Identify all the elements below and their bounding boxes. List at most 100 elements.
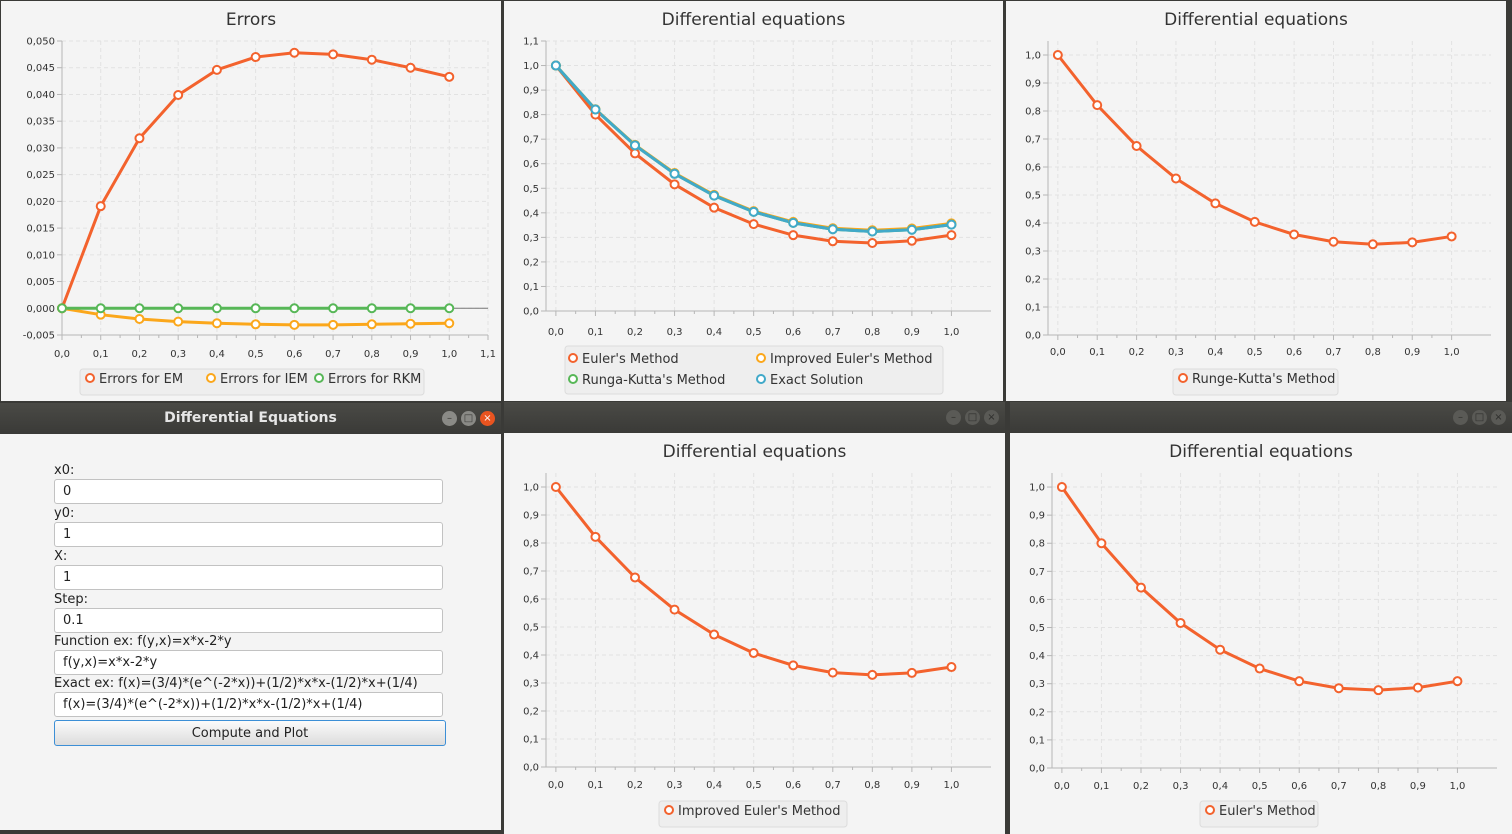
data-point bbox=[669, 179, 680, 190]
runge-kutta-chart: Differential equations 0,0 0,1 0,2 0,3 0,4 0,5… bbox=[1025, 10, 1491, 396]
data-point bbox=[748, 219, 759, 230]
compute-and-plot-button[interactable]: Compute and Plot bbox=[54, 720, 446, 746]
x-tick-label: 0,3 bbox=[1168, 347, 1184, 358]
data-point bbox=[444, 318, 455, 329]
x-tick-label: 0,0 bbox=[548, 780, 564, 791]
y-tick-label: 0,7 bbox=[1029, 567, 1045, 578]
close-icon[interactable]: × bbox=[984, 410, 999, 425]
maximize-icon[interactable]: □ bbox=[1472, 410, 1487, 425]
x-tick-label: 0,7 bbox=[1326, 347, 1342, 358]
x-tick-label: 0,6 bbox=[286, 349, 302, 360]
exact-input[interactable] bbox=[54, 692, 443, 717]
x-tick-label: 0,7 bbox=[825, 780, 841, 791]
y-tick-label: 0,0 bbox=[1029, 764, 1045, 775]
step-input[interactable] bbox=[54, 608, 443, 633]
close-icon[interactable]: × bbox=[1491, 410, 1506, 425]
y-tick-label: -0,005 bbox=[23, 331, 55, 342]
y-tick-label: 0,035 bbox=[26, 117, 55, 128]
runge-kutta-chart-window: Differential equations 0,0 0,1 0,2 0,3 0,4 0,5… bbox=[1006, 1, 1506, 401]
minimize-icon[interactable]: – bbox=[442, 411, 457, 426]
y-tick-label: 0,000 bbox=[26, 304, 55, 315]
y0-input[interactable] bbox=[54, 522, 443, 547]
euler-chart-window: – □ × Differential equations 0,0 0,1 0,2 0,3… bbox=[1010, 402, 1512, 834]
y-tick-label: 0,3 bbox=[523, 679, 539, 690]
data-point bbox=[289, 319, 300, 330]
y-tick-label: 0,7 bbox=[523, 135, 539, 146]
x-input[interactable] bbox=[54, 565, 443, 590]
data-point bbox=[906, 235, 917, 246]
legend-marker bbox=[206, 373, 216, 383]
window-titlebar: – □ × bbox=[1010, 402, 1512, 433]
legend-label: Errors for RKM bbox=[328, 372, 421, 387]
window-controls: – □ × bbox=[1453, 410, 1506, 425]
y-tick-label: 1,0 bbox=[523, 483, 539, 494]
y-tick-label: 0,4 bbox=[1025, 219, 1041, 230]
data-point bbox=[1210, 198, 1221, 209]
x-tick-label: 1,1 bbox=[480, 349, 496, 360]
data-point bbox=[590, 104, 601, 115]
legend-marker bbox=[756, 374, 766, 384]
data-point bbox=[946, 230, 957, 241]
x-tick-label: 0,0 bbox=[1054, 781, 1070, 792]
x-tick-label: 0,0 bbox=[1050, 347, 1066, 358]
exact-label: Exact ex: f(x)=(3/4)*(e^(-2*x))+(1/2)*x*… bbox=[54, 676, 418, 691]
minimize-icon[interactable]: – bbox=[946, 410, 961, 425]
x-tick-label: 0,2 bbox=[627, 327, 643, 338]
data-point bbox=[827, 224, 838, 235]
y-tick-label: 0,1 bbox=[1025, 303, 1041, 314]
data-point bbox=[366, 303, 377, 314]
maximize-icon[interactable]: □ bbox=[461, 411, 476, 426]
y-tick-label: 0,4 bbox=[523, 208, 539, 219]
y-tick-label: 0,6 bbox=[523, 595, 539, 606]
all-methods-chart: Differential equations 0,0 0,1 0,2 0,3 0,4 0,5… bbox=[523, 10, 991, 395]
y-tick-label: 0,6 bbox=[1029, 595, 1045, 606]
y-tick-label: 0,5 bbox=[523, 623, 539, 634]
y-tick-label: 0,9 bbox=[1025, 79, 1041, 90]
data-point bbox=[95, 303, 106, 314]
x-tick-label: 0,2 bbox=[1133, 781, 1149, 792]
y-tick-label: 0,020 bbox=[26, 197, 55, 208]
x-tick-label: 0,6 bbox=[785, 780, 801, 791]
close-icon[interactable]: × bbox=[480, 411, 495, 426]
window-titlebar: Differential Equations – □ × bbox=[0, 403, 501, 434]
y-tick-label: 0,0 bbox=[523, 307, 539, 318]
y-tick-label: 0,1 bbox=[523, 282, 539, 293]
legend-box bbox=[1199, 800, 1319, 828]
x-tick-label: 0,4 bbox=[706, 327, 722, 338]
y-tick-label: 0,025 bbox=[26, 170, 55, 181]
data-point bbox=[1407, 237, 1418, 248]
legend-label: Euler's Method bbox=[1219, 804, 1316, 819]
data-point bbox=[669, 604, 680, 615]
data-point bbox=[366, 319, 377, 330]
function-input[interactable] bbox=[54, 650, 443, 675]
x-tick-label: 0,1 bbox=[587, 780, 603, 791]
y-tick-label: 0,0 bbox=[523, 763, 539, 774]
y-tick-label: 0,045 bbox=[26, 63, 55, 74]
y-tick-label: 0,9 bbox=[523, 86, 539, 97]
data-point bbox=[1175, 618, 1186, 629]
data-point bbox=[328, 49, 339, 60]
y-tick-label: 0,5 bbox=[1025, 191, 1041, 202]
euler-chart: Differential equations 0,0 0,1 0,2 0,3 0,4 0,5… bbox=[1029, 442, 1497, 828]
form-body: x0: y0: X: Step: Function ex: f(y,x)=x*x… bbox=[0, 434, 501, 830]
data-point bbox=[328, 319, 339, 330]
data-point bbox=[748, 648, 759, 659]
x-tick-label: 0,6 bbox=[785, 327, 801, 338]
maximize-icon[interactable]: □ bbox=[965, 410, 980, 425]
x-label: X: bbox=[54, 549, 68, 564]
y-tick-label: 0,9 bbox=[1029, 511, 1045, 522]
form-window: Differential Equations – □ × x0: y0: X: … bbox=[0, 403, 501, 830]
data-point bbox=[173, 316, 184, 327]
legend-box bbox=[1172, 368, 1339, 396]
x0-input[interactable] bbox=[54, 479, 443, 504]
legend-marker bbox=[568, 353, 578, 363]
y-tick-label: 0,030 bbox=[26, 143, 55, 154]
data-point bbox=[444, 303, 455, 314]
data-point bbox=[134, 303, 145, 314]
data-point bbox=[1215, 644, 1226, 655]
data-point bbox=[1170, 173, 1181, 184]
x-tick-label: 0,5 bbox=[248, 349, 264, 360]
x-tick-label: 1,0 bbox=[1444, 347, 1460, 358]
minimize-icon[interactable]: – bbox=[1453, 410, 1468, 425]
data-point bbox=[1056, 482, 1067, 493]
